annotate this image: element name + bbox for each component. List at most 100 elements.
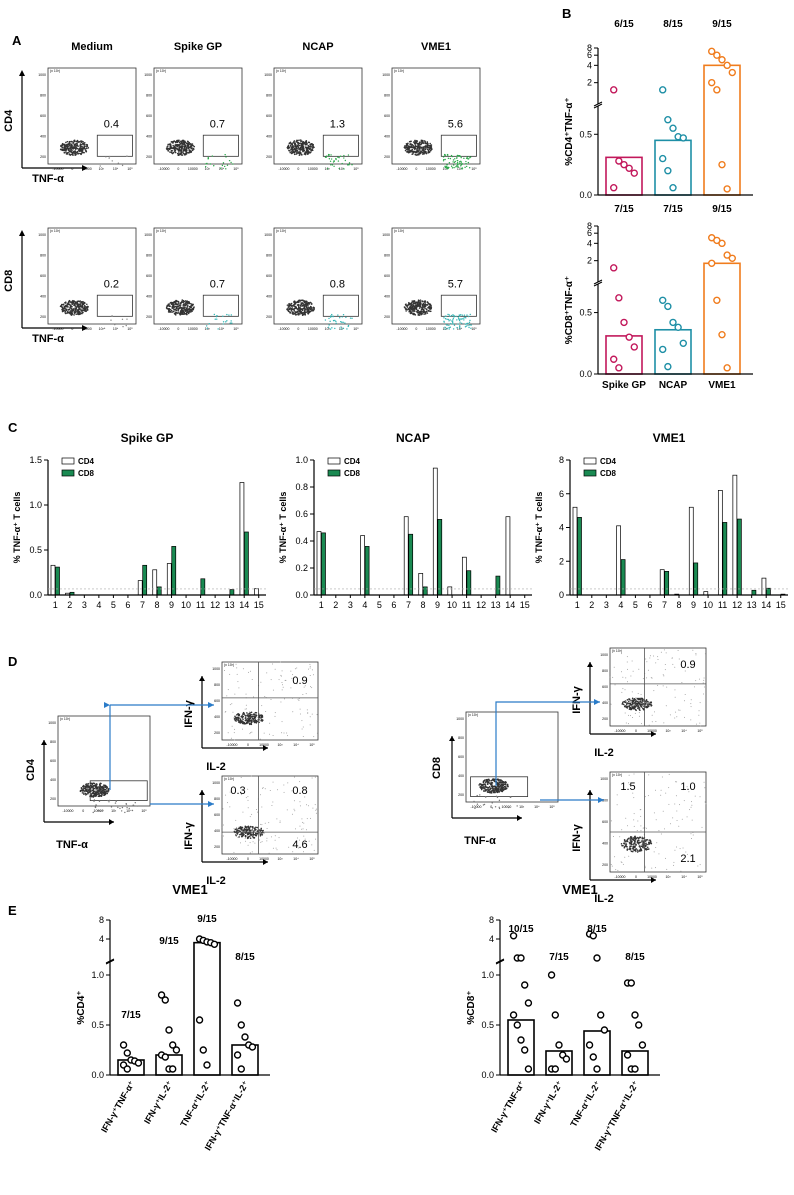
event-dot [493, 785, 496, 787]
x-tick-label: 10⁴ [219, 327, 225, 331]
event-dot [235, 819, 237, 821]
event-dot [651, 721, 653, 723]
axis-break-mark [495, 958, 505, 964]
gated-event-dot [334, 327, 336, 330]
event-dot [173, 147, 175, 150]
event-dot [628, 706, 631, 708]
y-tick-label: 2 [559, 556, 564, 566]
event-dot [429, 310, 431, 313]
y-tick-label: 0.2 [295, 563, 308, 573]
y-tick-label: 600 [214, 813, 220, 817]
event-dot [676, 819, 678, 821]
bar-cd8 [766, 587, 771, 596]
arrow-head [651, 731, 656, 737]
gated-event-dot [453, 166, 455, 169]
event-dot [249, 670, 251, 672]
gated-event-dot [335, 320, 337, 323]
event-dot [244, 708, 246, 710]
event-dot [236, 828, 238, 830]
event-dot [170, 303, 173, 306]
y-tick-label: 200 [146, 315, 152, 319]
event-dot [299, 151, 302, 154]
event-dot [665, 857, 667, 859]
event-dot [313, 146, 315, 149]
data-point [517, 954, 525, 962]
x-tick-label: 10³ [325, 327, 331, 331]
event-dot [81, 792, 84, 794]
event-dot [638, 845, 641, 847]
x-category-label: IFN-γ⁺TNF-α⁺ [489, 1079, 527, 1134]
event-dot [679, 804, 681, 806]
event-dot [623, 840, 626, 842]
event-dot [280, 675, 282, 677]
event-dot [634, 712, 636, 714]
event-dot [181, 313, 184, 315]
flow-plot-frame [465, 711, 559, 803]
event-dot [238, 826, 240, 828]
gated-event-dot [339, 155, 342, 157]
gated-event-dot [459, 162, 461, 165]
event-dot [272, 781, 274, 783]
event-dot [298, 309, 301, 311]
event-dot [410, 311, 413, 313]
gated-event-dot [329, 316, 332, 318]
event-dot [233, 732, 235, 734]
event-dot [301, 312, 304, 315]
event-dot [503, 788, 505, 790]
x-category-label: NCAP [659, 380, 688, 391]
event-dot [657, 656, 659, 658]
gated-event-dot [457, 316, 460, 318]
chart-B-top [605, 47, 741, 196]
gated-event-dot [444, 158, 446, 161]
event-dot [259, 839, 261, 841]
event-dot [184, 144, 187, 146]
event-dot [289, 311, 292, 314]
y-tick-label: 4 [587, 238, 592, 248]
bar-cd4 [137, 580, 143, 596]
x-tick-label: -10000 [53, 167, 64, 171]
data-point [723, 185, 731, 193]
event-dot [288, 308, 291, 311]
bar-cd4 [761, 577, 767, 596]
event-dot [66, 304, 68, 306]
gated-event-dot [452, 328, 455, 330]
event-dot [311, 303, 313, 305]
event-dot [249, 825, 252, 828]
panel-letter-e: E [8, 903, 17, 918]
event-dot [298, 847, 300, 849]
event-dot [274, 668, 276, 670]
event-dot [291, 145, 294, 147]
event-dot [80, 140, 82, 142]
gated-event-dot [450, 165, 453, 167]
event-dot [242, 718, 244, 721]
event-dot [619, 836, 621, 838]
gated-event-dot [448, 314, 450, 316]
event-dot [299, 713, 301, 715]
gated-event-dot [461, 162, 463, 165]
event-dot [631, 706, 634, 708]
event-dot [304, 311, 307, 314]
gated-event-dot [115, 800, 117, 803]
bar-cd4 [447, 586, 453, 596]
event-dot [424, 141, 427, 144]
event-dot [69, 154, 72, 156]
event-dot [74, 143, 76, 145]
bar-cd8 [751, 589, 757, 596]
y-tick-label: 200 [602, 717, 608, 721]
gated-event-dot [330, 154, 332, 156]
x-tick-label: 15 [254, 600, 264, 610]
event-dot [631, 697, 634, 700]
event-dot [306, 310, 309, 313]
gated-event-dot [341, 321, 343, 323]
event-dot [404, 145, 406, 147]
gated-event-dot [225, 321, 227, 323]
event-dot [73, 304, 75, 307]
bar-cd8 [437, 519, 443, 596]
event-dot [648, 774, 650, 776]
event-dot [657, 684, 659, 686]
event-dot [99, 791, 102, 793]
event-dot [611, 865, 613, 867]
event-dot [500, 783, 503, 786]
event-dot [296, 310, 299, 313]
